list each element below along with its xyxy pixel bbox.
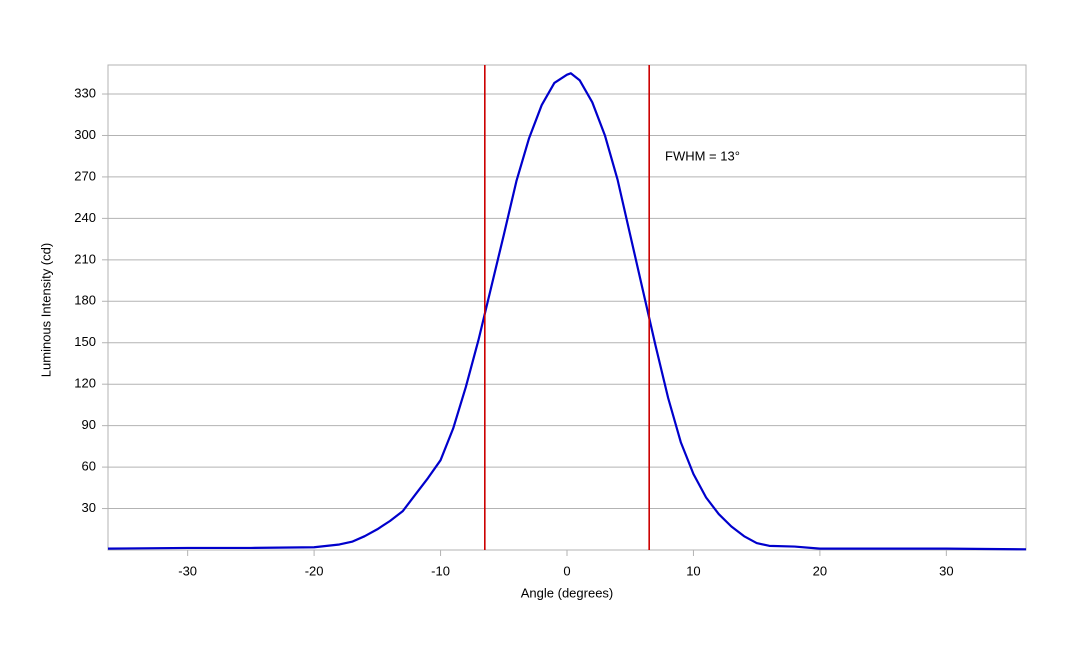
y-tick-label: 210 <box>74 251 96 266</box>
y-tick-label: 60 <box>82 459 96 474</box>
line-series <box>107 72 1027 551</box>
annotation: FWHM = 13° <box>665 148 740 163</box>
y-tick-label: 120 <box>74 376 96 391</box>
y-tick-label: 300 <box>74 127 96 142</box>
x-tick-label: 0 <box>563 563 570 578</box>
x-tick-label: 10 <box>686 563 700 578</box>
x-axis-label: Angle (degrees) <box>521 585 614 600</box>
y-tick-label: 180 <box>74 293 96 308</box>
y-tick-label: 150 <box>74 334 96 349</box>
x-tick-label: -10 <box>431 563 450 578</box>
x-tick-label: 20 <box>813 563 827 578</box>
y-tick-label: 270 <box>74 168 96 183</box>
y-tick-label: 30 <box>82 500 96 515</box>
x-tick-label: 30 <box>939 563 953 578</box>
plot-area <box>107 64 1027 551</box>
x-tick-label: -30 <box>178 563 197 578</box>
y-tick-label: 90 <box>82 417 96 432</box>
y-axis-label: Luminous Intensity (cd) <box>38 243 53 377</box>
y-tick-label: 330 <box>74 85 96 100</box>
x-tick-label: -20 <box>305 563 324 578</box>
y-tick-label: 240 <box>74 210 96 225</box>
